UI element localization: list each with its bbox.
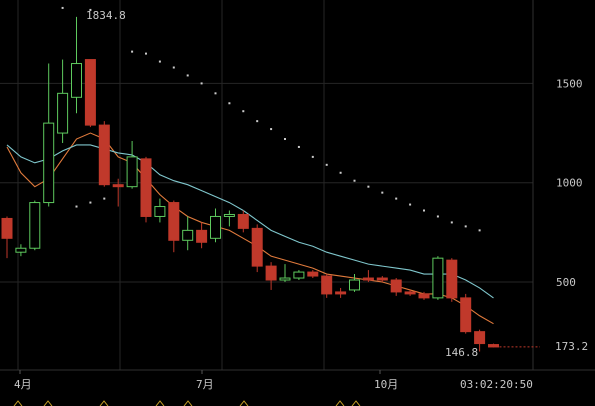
sar-dot (228, 102, 231, 105)
sar-dot (270, 128, 273, 131)
candle-down (140, 158, 152, 217)
candle-down (196, 229, 208, 243)
candle-up (279, 277, 291, 281)
x-tick-label: 7月 (196, 378, 214, 391)
ma-long-line (6, 144, 494, 299)
candle-down (460, 297, 472, 333)
candle-down (321, 275, 333, 295)
sar-dot (214, 92, 217, 95)
y-tick-label: 1000 (556, 177, 583, 190)
candle-up (71, 63, 82, 98)
sar-dot (339, 171, 342, 174)
sar-dot (158, 60, 161, 63)
event-marker-icon (335, 400, 345, 406)
sar-dot (145, 52, 147, 55)
candle-up (29, 202, 41, 249)
sar-dot (367, 185, 370, 188)
candles (1, 16, 499, 352)
candle-down (168, 202, 180, 241)
sar-dot (256, 120, 259, 123)
sar-dot (89, 8, 92, 11)
candle-down (307, 271, 319, 277)
x-tick-label: 10月 (374, 378, 398, 391)
candle-down (362, 277, 374, 281)
event-marker-icon (99, 400, 109, 406)
last-price-label: 173.2 (555, 340, 588, 353)
candle-up (43, 122, 55, 204)
ma-short-line (6, 132, 494, 325)
y-tick-label: 500 (556, 276, 576, 289)
candle-down (237, 213, 249, 229)
sar-dot (284, 138, 286, 141)
sar-dot (200, 82, 203, 85)
sar-dot (464, 225, 467, 228)
event-marker-icon (13, 400, 23, 406)
sar-dot (325, 163, 328, 166)
candle-up (126, 156, 138, 188)
sar-dot (409, 203, 412, 206)
time-label: 03:02:20:50 (460, 378, 533, 391)
event-marker-icon (43, 400, 53, 406)
candle-down (418, 293, 430, 299)
candle-down (112, 184, 124, 188)
sar-dot (353, 179, 356, 182)
candle-down (474, 331, 486, 345)
candle-down (265, 265, 277, 281)
high-label: 1834.8 (86, 9, 126, 22)
sar-dot (242, 110, 245, 113)
candle-down (1, 217, 13, 239)
candle-up (57, 92, 69, 134)
sar-dot (395, 197, 398, 200)
candle-down (446, 259, 458, 299)
event-marker-icon (155, 400, 165, 406)
sar-dot (172, 66, 175, 69)
candle-up (223, 213, 235, 217)
sar-dot (131, 50, 134, 53)
sar-dot (61, 6, 64, 9)
sar-dot (186, 74, 189, 77)
sar-dot (75, 205, 78, 208)
sar-dot (450, 221, 453, 224)
candle-down (488, 344, 499, 348)
candle-up (15, 247, 27, 253)
sar-dot (297, 145, 300, 148)
sar-dot (478, 229, 481, 232)
candle-up (349, 279, 360, 291)
y-axis: 1500 1000 500 (556, 77, 583, 289)
sar-dot (381, 191, 384, 194)
candle-up (182, 229, 194, 241)
candle-up (210, 215, 221, 239)
x-axis: 4月 7月 10月 (13, 370, 398, 406)
sar-dot (103, 197, 106, 200)
candle-down (98, 124, 110, 186)
candle-down (84, 59, 96, 126)
candle-up (432, 257, 444, 299)
candle-up (293, 271, 305, 279)
moving-average-short (6, 132, 494, 325)
x-tick-label: 4月 (14, 378, 32, 391)
sar-dot (423, 209, 425, 212)
candle-up (154, 206, 166, 217)
sar-dot (89, 201, 92, 204)
moving-average-long (6, 144, 494, 299)
event-marker-icon (183, 400, 193, 406)
candle-down (335, 291, 347, 295)
candle-down (376, 277, 388, 281)
candle-down (390, 279, 402, 293)
candle-down (404, 291, 416, 295)
event-marker-icon (239, 400, 249, 406)
candle-down (251, 227, 263, 267)
sar-dot (436, 215, 439, 218)
grid (0, 0, 595, 371)
sar-dots (61, 6, 481, 232)
event-marker-icon (351, 400, 361, 406)
sar-dot (311, 155, 314, 158)
y-tick-label: 1500 (556, 77, 583, 90)
low-label: 146.8 (445, 346, 478, 359)
